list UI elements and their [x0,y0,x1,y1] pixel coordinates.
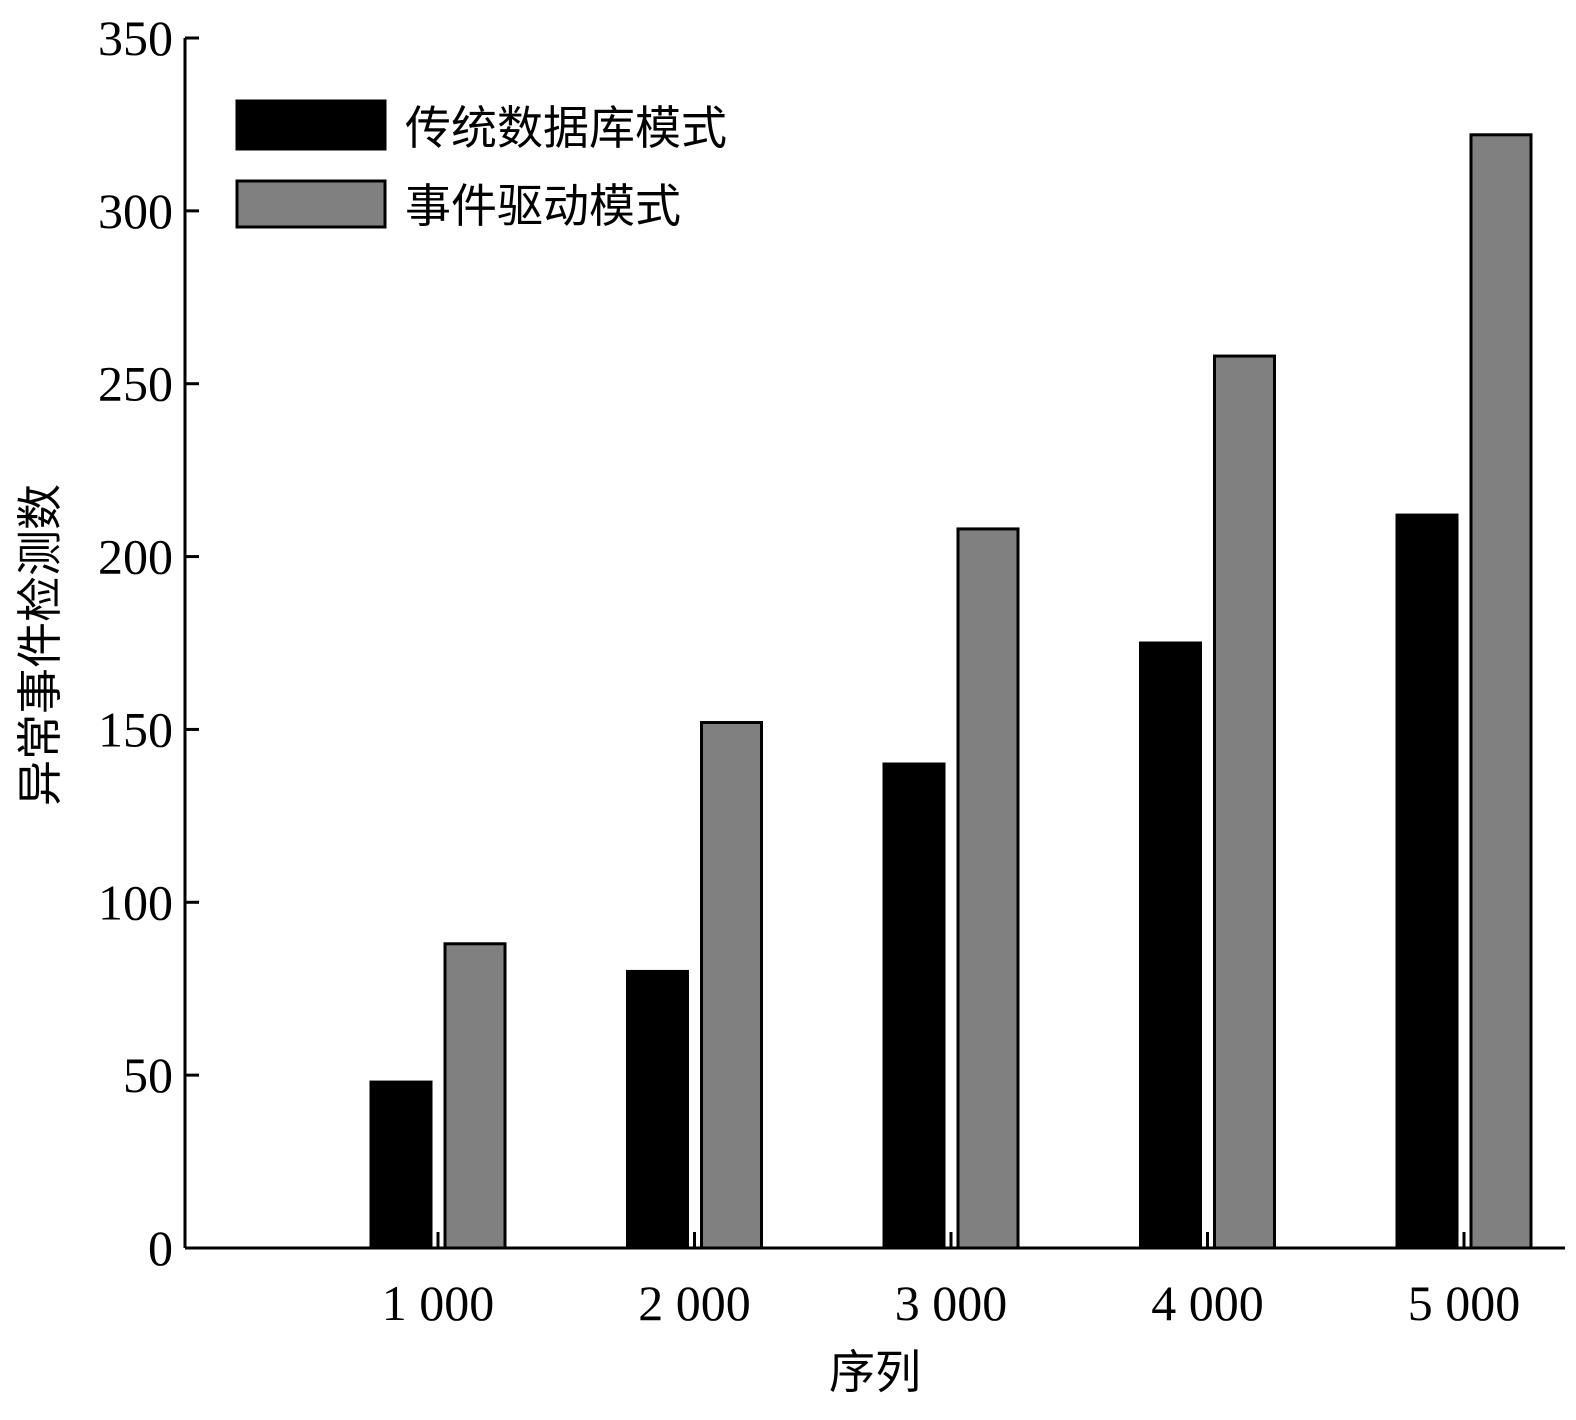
legend: 传统数据库模式 事件驱动模式 [235,99,727,233]
y-tick-label: 250 [98,356,173,412]
bar-traditional-db [626,969,689,1250]
legend-swatch-traditional-db [235,99,387,151]
x-ticks-group: 1 000 2 000 3 000 4 000 5 000 [382,1232,1521,1331]
bar-event-driven [700,721,763,1250]
y-ticks-group: 0 50 100 150 200 250 300 350 [98,10,199,1276]
legend-swatch-event-driven [235,179,387,229]
y-tick-label: 50 [123,1047,173,1103]
x-tick-label: 1 000 [382,1275,495,1331]
bars-group [369,133,1533,1250]
x-tick-label: 5 000 [1408,1275,1521,1331]
y-tick-label: 100 [98,874,173,930]
axes-group [183,38,1565,1250]
y-tick-label: 350 [98,10,173,66]
x-axis-title: 序列 [829,1345,921,1399]
x-tick-label: 3 000 [895,1275,1008,1331]
bar-traditional-db [1395,513,1459,1250]
bar-traditional-db [1139,641,1202,1250]
x-tick-label: 2 000 [638,1275,751,1331]
x-tick-label: 4 000 [1151,1275,1264,1331]
bar-traditional-db [369,1080,433,1250]
bar-event-driven [443,942,507,1250]
legend-label-event-driven: 事件驱动模式 [405,179,681,233]
bar-traditional-db [882,762,946,1250]
bar-event-driven [956,527,1020,1250]
bar-event-driven [1469,133,1533,1250]
y-axis-title: 异常事件检测数 [13,484,67,806]
legend-label-traditional-db: 传统数据库模式 [405,101,727,155]
bar-event-driven [1213,354,1276,1250]
y-tick-label: 300 [98,183,173,239]
y-tick-label: 150 [98,701,173,757]
y-tick-label: 0 [148,1220,173,1276]
y-tick-label: 200 [98,529,173,585]
